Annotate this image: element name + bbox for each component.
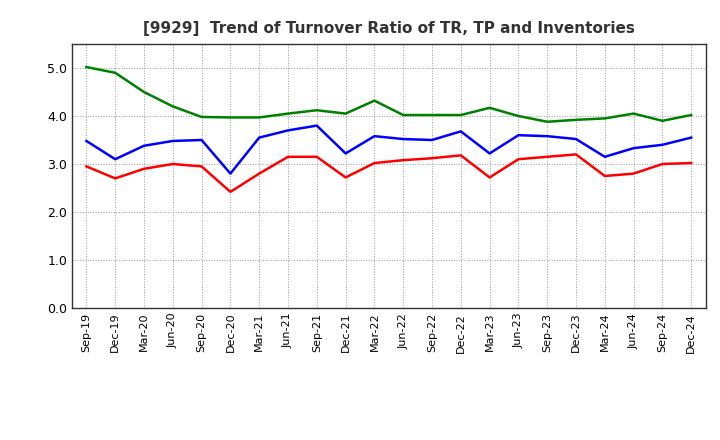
Trade Receivables — [687, 161, 696, 166]
Trade Receivables — [485, 175, 494, 180]
Trade Payables — [687, 135, 696, 140]
Trade Payables — [399, 136, 408, 142]
Trade Receivables — [456, 153, 465, 158]
Inventories — [82, 64, 91, 70]
Trade Receivables — [341, 175, 350, 180]
Trade Receivables — [629, 171, 638, 176]
Inventories — [399, 112, 408, 117]
Inventories — [255, 115, 264, 120]
Trade Payables — [543, 133, 552, 139]
Trade Receivables — [514, 157, 523, 162]
Trade Payables — [284, 128, 292, 133]
Inventories — [456, 112, 465, 117]
Inventories — [226, 115, 235, 120]
Trade Payables — [600, 154, 609, 159]
Trade Payables — [572, 136, 580, 142]
Inventories — [428, 112, 436, 117]
Trade Receivables — [428, 156, 436, 161]
Trade Receivables — [370, 161, 379, 166]
Title: [9929]  Trend of Turnover Ratio of TR, TP and Inventories: [9929] Trend of Turnover Ratio of TR, TP… — [143, 21, 635, 36]
Trade Receivables — [572, 152, 580, 157]
Inventories — [658, 118, 667, 124]
Trade Payables — [197, 137, 206, 143]
Trade Receivables — [168, 161, 177, 167]
Trade Payables — [226, 171, 235, 176]
Inventories — [370, 98, 379, 103]
Inventories — [543, 119, 552, 125]
Trade Payables — [658, 142, 667, 147]
Inventories — [284, 111, 292, 116]
Trade Receivables — [658, 161, 667, 167]
Trade Receivables — [600, 173, 609, 179]
Inventories — [341, 111, 350, 116]
Inventories — [111, 70, 120, 75]
Trade Receivables — [226, 189, 235, 194]
Trade Payables — [255, 135, 264, 140]
Inventories — [572, 117, 580, 122]
Trade Payables — [514, 132, 523, 138]
Trade Payables — [485, 151, 494, 156]
Line: Trade Payables: Trade Payables — [86, 125, 691, 174]
Line: Inventories: Inventories — [86, 67, 691, 122]
Inventories — [140, 89, 148, 95]
Inventories — [600, 116, 609, 121]
Trade Payables — [312, 123, 321, 128]
Trade Payables — [629, 146, 638, 151]
Line: Trade Receivables: Trade Receivables — [86, 154, 691, 192]
Trade Payables — [428, 137, 436, 143]
Trade Receivables — [111, 176, 120, 181]
Trade Payables — [341, 151, 350, 156]
Trade Receivables — [140, 166, 148, 172]
Trade Receivables — [255, 171, 264, 176]
Inventories — [629, 111, 638, 116]
Inventories — [485, 105, 494, 110]
Trade Receivables — [284, 154, 292, 159]
Trade Payables — [370, 133, 379, 139]
Trade Receivables — [197, 164, 206, 169]
Inventories — [312, 108, 321, 113]
Trade Payables — [168, 138, 177, 143]
Inventories — [197, 114, 206, 120]
Trade Payables — [140, 143, 148, 148]
Trade Payables — [82, 138, 91, 143]
Inventories — [168, 104, 177, 109]
Inventories — [514, 114, 523, 119]
Trade Payables — [456, 129, 465, 134]
Trade Payables — [111, 157, 120, 162]
Trade Receivables — [312, 154, 321, 159]
Trade Receivables — [543, 154, 552, 159]
Trade Receivables — [82, 164, 91, 169]
Trade Receivables — [399, 158, 408, 163]
Inventories — [687, 112, 696, 117]
